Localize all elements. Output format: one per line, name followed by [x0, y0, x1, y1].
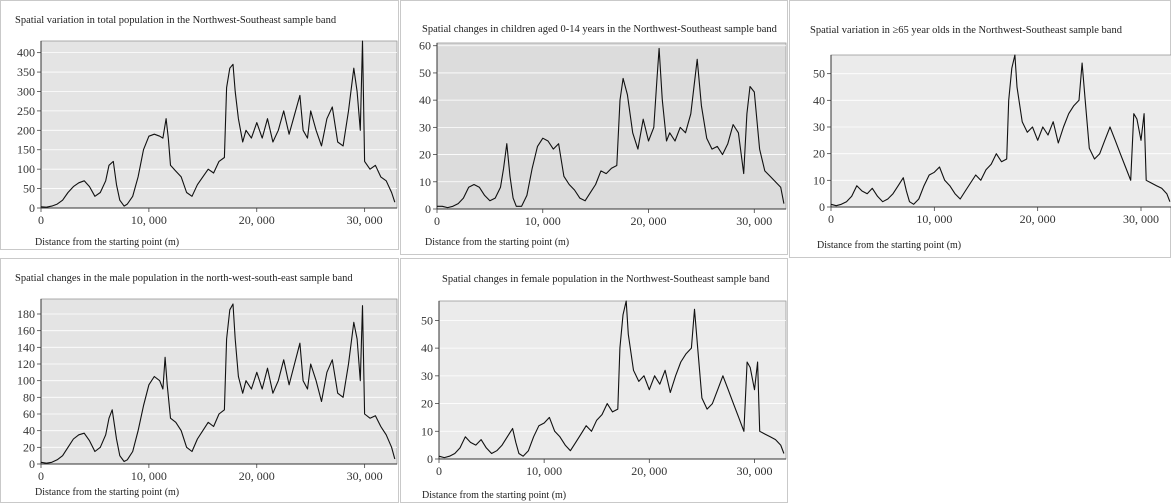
x-tick-label: 10, 000	[526, 464, 562, 478]
y-tick-label: 400	[17, 46, 35, 60]
plot-area	[40, 298, 398, 465]
y-tick-label: 0	[819, 200, 825, 214]
y-tick-label: 0	[425, 202, 431, 216]
y-tick-label: 20	[813, 147, 825, 161]
y-tick-label: 40	[419, 93, 431, 107]
y-tick-label: 0	[29, 201, 35, 215]
x-tick-label: 10, 000	[916, 212, 952, 226]
y-tick-label: 250	[17, 104, 35, 118]
y-tick-label: 10	[421, 424, 433, 438]
x-tick-label: 20, 000	[631, 214, 667, 228]
x-tick-label: 20, 000	[631, 464, 667, 478]
y-tick-label: 60	[419, 39, 431, 53]
chart-panel-total-population: Spatial variation in total population in…	[0, 0, 399, 250]
y-tick-label: 80	[23, 390, 35, 404]
x-axis-label: Distance from the starting point (m)	[422, 490, 567, 501]
x-tick-label: 10, 000	[525, 214, 561, 228]
chart-title: Spatial variation in total population in…	[15, 15, 337, 26]
chart-panel-female-population: Spatial changes in female population in …	[400, 258, 788, 503]
y-tick-label: 20	[421, 397, 433, 411]
series-line	[40, 303, 396, 464]
x-axis-label: Distance from the starting point (m)	[35, 487, 180, 498]
x-tick-label: 20, 000	[239, 469, 275, 483]
y-tick-label: 40	[421, 341, 433, 355]
x-tick-label: 20, 000	[1020, 212, 1056, 226]
x-tick-label: 20, 000	[239, 213, 275, 227]
series-line	[438, 300, 785, 459]
x-axis-label: Distance from the starting point (m)	[425, 237, 570, 248]
y-tick-label: 200	[17, 123, 35, 137]
chart-title: Spatial changes in the male population i…	[15, 273, 353, 284]
y-tick-label: 160	[17, 324, 35, 338]
x-tick-label: 0	[436, 464, 442, 478]
x-tick-label: 30, 000	[736, 214, 772, 228]
chart-title: Spatial variation in ≥65 year olds in th…	[810, 25, 1122, 36]
y-tick-label: 180	[17, 307, 35, 321]
chart-panel-elderly: Spatial variation in ≥65 year olds in th…	[789, 0, 1171, 258]
y-tick-label: 50	[421, 313, 433, 327]
line-chart-female-population: 0 10 20 30 40 50 0 10, 000 20, 000 30, 000	[421, 300, 787, 478]
chart-panel-children: Spatial changes in children aged 0-14 ye…	[400, 0, 788, 255]
series-line	[830, 54, 1171, 207]
y-tick-label: 10	[419, 175, 431, 189]
plot-area	[438, 300, 787, 460]
chart-title: Spatial changes in female population in …	[442, 274, 770, 285]
x-tick-label: 30, 000	[736, 464, 772, 478]
y-tick-label: 60	[23, 407, 35, 421]
plot-area	[436, 42, 787, 210]
y-tick-label: 50	[23, 182, 35, 196]
y-tick-label: 20	[23, 440, 35, 454]
x-tick-label: 0	[434, 214, 440, 228]
x-tick-label: 30, 000	[347, 213, 383, 227]
x-tick-label: 0	[828, 212, 834, 226]
y-tick-label: 50	[813, 67, 825, 81]
y-tick-label: 30	[813, 120, 825, 134]
x-tick-label: 10, 000	[131, 469, 167, 483]
x-tick-label: 30, 000	[347, 469, 383, 483]
y-tick-label: 150	[17, 143, 35, 157]
y-tick-label: 10	[813, 173, 825, 187]
y-tick-label: 30	[419, 120, 431, 134]
y-tick-label: 140	[17, 340, 35, 354]
series-line	[437, 47, 785, 209]
plot-area	[40, 40, 398, 209]
y-tick-label: 50	[419, 66, 431, 80]
x-tick-label: 0	[38, 469, 44, 483]
y-tick-label: 40	[23, 424, 35, 438]
y-tick-label: 100	[17, 162, 35, 176]
y-tick-label: 20	[419, 148, 431, 162]
y-tick-label: 300	[17, 84, 35, 98]
y-tick-label: 40	[813, 93, 825, 107]
chart-panel-male-population: Spatial changes in the male population i…	[0, 258, 399, 503]
y-tick-label: 100	[17, 374, 35, 388]
x-axis-label: Distance from the starting point (m)	[817, 240, 962, 251]
line-chart-elderly: 0 10 20 30 40 50 0 10, 000 20, 000 30, 000	[813, 54, 1171, 226]
line-chart-male-population: 0 20 40 60 80 100 120 140 160 180 0 10, 000 20, 000 3…	[17, 298, 398, 483]
y-tick-label: 0	[29, 457, 35, 471]
y-tick-label: 0	[427, 452, 433, 466]
chart-title: Spatial changes in children aged 0-14 ye…	[422, 24, 777, 35]
x-tick-label: 30, 000	[1123, 212, 1159, 226]
x-axis-label: Distance from the starting point (m)	[35, 237, 180, 248]
y-tick-label: 350	[17, 65, 35, 79]
x-tick-label: 0	[38, 213, 44, 227]
y-tick-label: 30	[421, 369, 433, 383]
x-tick-label: 10, 000	[131, 213, 167, 227]
series-line	[40, 40, 396, 208]
plot-area	[830, 54, 1171, 208]
line-chart-total-population: 0 50 100 150 200 250 300 350 400 0 10, 000 20, 000 3…	[17, 40, 398, 227]
line-chart-children: 0 10 20 30 40 50 60 0 10, 000 20, 000 30, 000	[419, 39, 787, 228]
y-tick-label: 120	[17, 357, 35, 371]
